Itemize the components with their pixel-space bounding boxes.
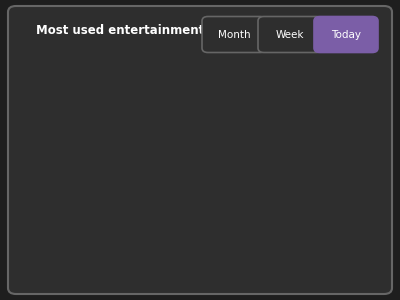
Text: Today: Today [331, 29, 361, 40]
Text: Month: Month [218, 29, 250, 40]
Text: Week: Week [276, 29, 304, 40]
Text: Most used entertainment apps: Most used entertainment apps [36, 24, 240, 37]
